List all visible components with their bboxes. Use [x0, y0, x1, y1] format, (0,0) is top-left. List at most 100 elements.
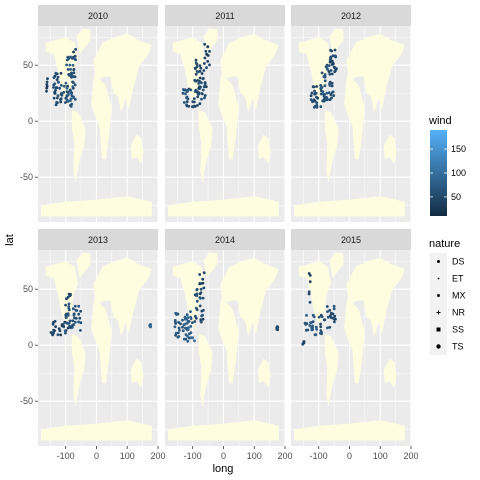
facet-strip: [38, 5, 158, 26]
facet-panel-2011: 2011: [165, 5, 286, 222]
storm-point: [72, 50, 75, 54]
storm-point: [64, 316, 68, 320]
land-shape: [344, 302, 365, 384]
storm-point: [199, 320, 203, 324]
land-shape: [168, 196, 279, 217]
storm-point: [317, 315, 321, 319]
storm-point: [198, 76, 202, 80]
legend-shape: [436, 327, 441, 332]
storm-point: [203, 84, 207, 87]
land-shape: [344, 78, 365, 160]
storm-point: [203, 96, 206, 100]
storm-point: [177, 326, 181, 330]
storm-point: [55, 78, 59, 81]
storm-point: [72, 96, 76, 99]
storm-point: [200, 92, 204, 95]
storm-point: [189, 310, 192, 313]
land-shape: [91, 78, 112, 160]
x-tick-label: 0: [94, 451, 99, 461]
storm-point: [71, 80, 74, 84]
facet-strip-label: 2011: [215, 11, 234, 21]
storm-point: [79, 321, 83, 325]
storm-point: [71, 86, 75, 90]
nature-legend-item: ET: [430, 270, 464, 287]
storm-point: [195, 299, 199, 303]
storm-point: [182, 101, 186, 104]
storm-point: [323, 79, 327, 83]
storm-point: [203, 42, 207, 46]
storm-point: [52, 328, 55, 332]
storm-point: [202, 286, 206, 290]
storm-point: [310, 326, 313, 329]
storm-point: [195, 65, 199, 69]
facet-strip: [165, 229, 285, 250]
storm-point: [68, 99, 72, 103]
storm-point: [149, 325, 153, 329]
storm-point: [311, 100, 314, 104]
storm-point: [69, 292, 72, 296]
storm-point: [59, 100, 63, 104]
storm-point: [67, 308, 71, 312]
facet-strip: [165, 5, 285, 26]
land-shape: [329, 252, 344, 278]
nature-legend-label: SS: [452, 325, 464, 335]
storm-point: [51, 333, 54, 337]
storm-point: [309, 94, 313, 98]
land-shape: [93, 257, 152, 337]
land-shape: [76, 28, 91, 54]
land-shape: [324, 334, 339, 407]
facet-strip: [291, 5, 411, 26]
storm-point: [181, 329, 185, 333]
storm-point: [330, 72, 334, 76]
storm-point: [191, 100, 195, 104]
storm-point: [59, 71, 63, 75]
storm-point: [326, 68, 329, 71]
storm-point: [330, 84, 334, 88]
storm-point: [60, 84, 63, 87]
storm-point: [77, 304, 81, 308]
storm-point: [49, 331, 53, 334]
storm-point: [275, 325, 279, 328]
storm-point: [319, 92, 323, 96]
storm-point: [186, 316, 190, 319]
facet-panels: 2010 2011 2012 2013 2014 2015: [38, 5, 412, 446]
storm-point: [194, 61, 198, 65]
storm-point: [315, 85, 319, 88]
land-shape: [218, 302, 239, 384]
storm-point: [328, 308, 332, 312]
storm-point: [310, 91, 314, 95]
storm-point: [328, 84, 332, 87]
storm-tracks: [173, 271, 280, 343]
facet-strip: [291, 229, 411, 250]
x-tick-label: 200: [403, 451, 418, 461]
storm-point: [319, 325, 323, 329]
storm-point: [315, 328, 319, 331]
land-shape: [298, 37, 331, 108]
storm-point: [183, 322, 187, 326]
storm-tracks: [309, 48, 338, 109]
storm-point: [328, 98, 332, 101]
storm-point: [185, 104, 189, 108]
storm-point: [67, 93, 70, 96]
storm-point: [194, 316, 198, 320]
storm-point: [187, 320, 191, 323]
storm-point: [184, 316, 187, 320]
storm-point: [200, 309, 204, 313]
storm-point: [316, 96, 320, 100]
storm-point: [186, 334, 190, 338]
storm-point: [206, 45, 210, 48]
land-shape: [93, 33, 152, 113]
storm-point: [72, 71, 76, 75]
storm-point: [59, 333, 63, 337]
storm-point: [330, 63, 334, 66]
facet-panel-2014: 2014: [165, 229, 286, 446]
land-shape: [220, 257, 279, 337]
land-shape: [76, 252, 91, 278]
storm-point: [196, 95, 200, 99]
storm-point: [323, 318, 327, 322]
storm-point: [189, 315, 193, 319]
storm-point: [45, 80, 49, 84]
storm-point: [323, 73, 327, 76]
x-tick-label: -100: [310, 451, 328, 461]
storm-point: [196, 79, 200, 82]
